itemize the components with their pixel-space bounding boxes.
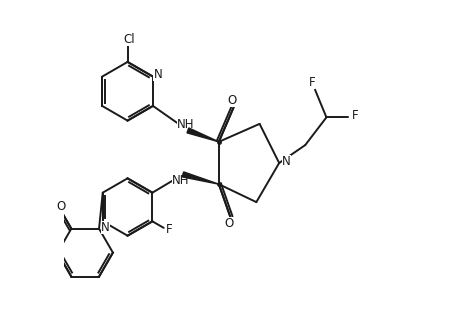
Text: NH: NH [177, 118, 194, 131]
Text: O: O [227, 94, 237, 107]
Text: F: F [351, 109, 358, 122]
Text: NH: NH [172, 174, 189, 187]
Text: N: N [282, 155, 291, 168]
Polygon shape [187, 128, 219, 142]
Text: O: O [224, 217, 233, 230]
Text: F: F [308, 76, 315, 89]
Text: N: N [153, 68, 162, 82]
Text: Cl: Cl [123, 33, 135, 46]
Text: O: O [56, 200, 65, 213]
Text: F: F [166, 223, 173, 236]
Polygon shape [183, 172, 219, 184]
Text: N: N [101, 220, 110, 233]
